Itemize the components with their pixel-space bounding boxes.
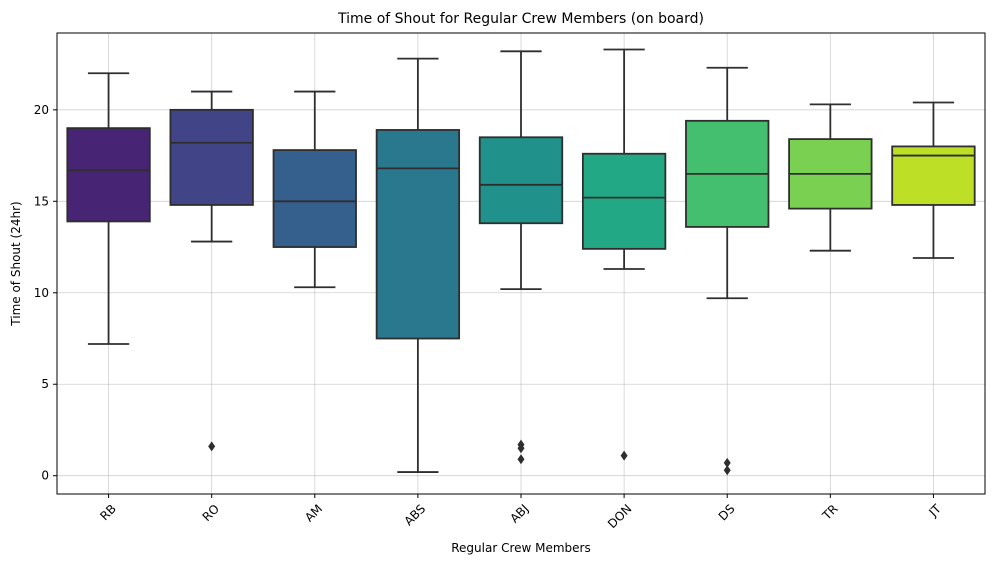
- y-tick-label: 5: [41, 377, 49, 391]
- chart-title: Time of Shout for Regular Crew Members (…: [337, 11, 704, 27]
- x-axis-label: Regular Crew Members: [451, 541, 591, 555]
- y-tick-label: 20: [34, 103, 49, 117]
- x-tick-label: DON: [605, 502, 634, 531]
- x-tick-label: AM: [302, 502, 325, 525]
- y-axis-label: Time of Shout (24hr): [9, 201, 23, 326]
- box-group: [478, 50, 564, 465]
- x-tick-label: TR: [819, 502, 841, 524]
- iqr-box: [375, 129, 461, 340]
- box-group: [272, 90, 357, 289]
- iqr-box: [66, 127, 151, 223]
- iqr-box: [581, 152, 667, 250]
- outlier-point: [517, 454, 525, 465]
- x-tick-label: DS: [716, 502, 738, 524]
- box-group: [66, 72, 151, 345]
- x-tick-label: RB: [97, 502, 119, 524]
- y-axis-ticks: 0 5 10 15 20: [34, 103, 57, 483]
- box-group: [788, 103, 873, 252]
- iqr-box: [478, 136, 564, 225]
- outlier-point: [517, 443, 525, 454]
- y-tick-label: 15: [34, 194, 49, 208]
- x-tick-label: ABJ: [507, 502, 531, 526]
- box-group: [375, 57, 461, 473]
- boxes-layer: [66, 48, 976, 476]
- x-tick-label: JT: [926, 501, 945, 520]
- outlier-point: [723, 465, 731, 476]
- y-tick-label: 10: [34, 286, 49, 300]
- box-group: [581, 48, 667, 461]
- outlier-point: [208, 441, 216, 452]
- box-group: [891, 101, 976, 259]
- x-axis-ticks: RB RO AM ABS ABJ DON DS TR JT: [97, 494, 944, 531]
- x-tick-label: RO: [200, 502, 222, 524]
- box-group: [685, 66, 770, 476]
- outlier-point: [723, 457, 731, 468]
- y-tick-label: 0: [41, 469, 49, 483]
- box-group: [169, 90, 254, 452]
- iqr-box: [169, 108, 254, 206]
- iqr-box: [272, 149, 357, 248]
- x-tick-label: ABS: [401, 502, 428, 529]
- outlier-point: [620, 450, 628, 461]
